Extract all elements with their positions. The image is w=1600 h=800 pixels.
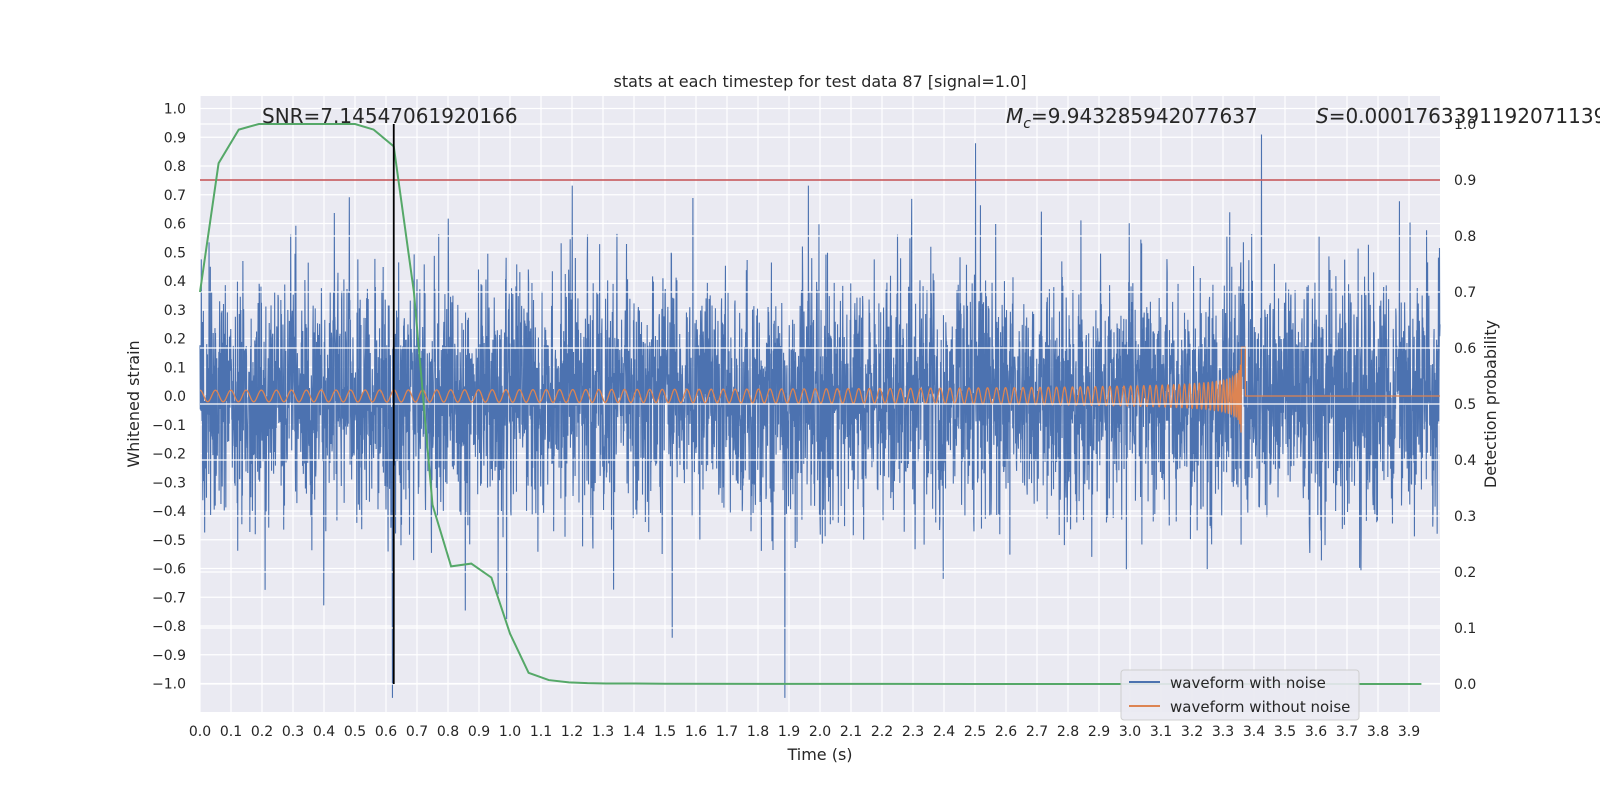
x-tick-label: 1.9 (778, 724, 800, 740)
y-tick-label: 0.3 (164, 303, 186, 319)
tick-labels: 0.0 0.1 0.2 0.3 0.4 0.5 0.6 0.7 0.8 0.9 1.0 1.1 1.2 1… (152, 102, 1476, 741)
x-tick-label: 1.8 (747, 724, 769, 740)
y-tick-label: −0.6 (152, 562, 186, 578)
x-tick-label: 3.5 (1274, 724, 1296, 740)
x-tick-label: 0.4 (313, 724, 335, 740)
y2-tick-label: 0.2 (1454, 565, 1476, 581)
x-tick-label: 1.6 (685, 724, 707, 740)
y-tick-label: −0.4 (152, 504, 186, 520)
y-tick-label: 0.6 (164, 217, 186, 233)
legend-box (1120, 669, 1360, 721)
y-tick-label: −0.3 (152, 475, 186, 491)
x-tick-label: 1.7 (716, 724, 738, 740)
snr-annotation: SNR=7.14547061920166 (262, 104, 518, 128)
y-tick-label: 0.0 (164, 389, 186, 405)
chirp-mass-symbol: M (1006, 104, 1023, 128)
y-tick-label: −1.0 (152, 677, 186, 693)
y2-tick-label: 0.6 (1454, 341, 1476, 357)
x-tick-label: 0.0 (189, 724, 211, 740)
y2-tick-label: 0.5 (1454, 397, 1476, 413)
y-tick-label: 0.4 (164, 274, 186, 290)
x-tick-label: 3.6 (1305, 724, 1327, 740)
chirp-mass-subscript: c (1023, 116, 1031, 132)
y-tick-label: −0.5 (152, 533, 186, 549)
x-tick-label: 3.8 (1367, 724, 1389, 740)
y2-tick-label: 0.3 (1454, 509, 1476, 525)
x-tick-label: 1.5 (654, 724, 676, 740)
x-tick-label: 3.9 (1398, 724, 1420, 740)
y-tick-label: 0.2 (164, 332, 186, 348)
series-waveform-without-noise (199, 346, 1440, 433)
probability-overlay (199, 123, 1440, 685)
y2-axis-label: Detection probability (1481, 320, 1500, 488)
y-tick-label: 0.1 (164, 360, 186, 376)
y-axis-label: Whitened strain (124, 340, 143, 467)
x-tick-label: 3.2 (1181, 724, 1203, 740)
x-tick-label: 0.1 (220, 724, 242, 740)
x-tick-label: 2.9 (1088, 724, 1110, 740)
s-annotation: S=0.00017633911920711398 (1316, 104, 1600, 128)
y-tick-label: 0.7 (164, 188, 186, 204)
x-tick-label: 0.6 (375, 724, 397, 740)
line-waveform-without-noise (199, 346, 1440, 433)
x-tick-label: 1.4 (623, 724, 645, 740)
y-tick-label: 0.9 (164, 130, 186, 146)
y-tick-label: −0.9 (152, 648, 186, 664)
x-tick-label: 3.4 (1243, 724, 1265, 740)
x-tick-label: 1.2 (561, 724, 583, 740)
x-tick-label: 2.3 (902, 724, 924, 740)
legend-label-noise: waveform with noise (1170, 674, 1326, 692)
series-waveform-with-noise (199, 134, 1441, 698)
s-symbol: S (1316, 104, 1329, 128)
y-tick-label: −0.7 (152, 590, 186, 606)
x-tick-label: 0.3 (282, 724, 304, 740)
x-tick-label: 2.8 (1057, 724, 1079, 740)
x-tick-label: 3.0 (1119, 724, 1141, 740)
x-tick-label: 2.5 (964, 724, 986, 740)
y2-tick-label: 0.4 (1454, 453, 1476, 469)
x-tick-label: 2.1 (840, 724, 862, 740)
x-axis-label: Time (s) (786, 745, 852, 764)
chirp-mass-value: =9.943285942077637 (1031, 104, 1258, 128)
legend: waveform with noise waveform without noi… (1120, 669, 1360, 721)
y-tick-label: −0.2 (152, 447, 186, 463)
y-tick-label: 0.5 (164, 245, 186, 261)
legend-label-clean: waveform without noise (1170, 698, 1350, 716)
y-tick-label: −0.8 (152, 619, 186, 635)
y2-tick-label: 0.7 (1454, 285, 1476, 301)
x-tick-label: 0.7 (406, 724, 428, 740)
x-tick-label: 2.6 (995, 724, 1017, 740)
x-tick-label: 2.7 (1026, 724, 1048, 740)
x-tick-label: 1.3 (592, 724, 614, 740)
x-tick-label: 0.9 (468, 724, 490, 740)
y2-tick-label: 0.8 (1454, 229, 1476, 245)
x-tick-label: 1.0 (499, 724, 521, 740)
chirp-mass-annotation: Mc=9.943285942077637 (1006, 104, 1258, 132)
x-tick-label: 0.2 (251, 724, 273, 740)
y-tick-label: 0.8 (164, 159, 186, 175)
chart-title: stats at each timestep for test data 87 … (614, 72, 1027, 91)
y2-tick-label: 1.0 (1454, 117, 1476, 133)
x-tick-label: 1.1 (530, 724, 552, 740)
x-tick-label: 3.7 (1336, 724, 1358, 740)
x-tick-label: 0.8 (437, 724, 459, 740)
x-tick-label: 3.3 (1212, 724, 1234, 740)
x-tick-label: 0.5 (344, 724, 366, 740)
x-tick-label: 2.4 (933, 724, 955, 740)
x-tick-label: 2.2 (871, 724, 893, 740)
x-tick-label: 2.0 (809, 724, 831, 740)
y2-tick-label: 0.1 (1454, 621, 1476, 637)
y-tick-label: −0.1 (152, 418, 186, 434)
y2-tick-label: 0.9 (1454, 173, 1476, 189)
s-value: =0.00017633911920711398 (1329, 104, 1600, 128)
line-waveform-with-noise (199, 134, 1441, 698)
y-tick-label: 1.0 (164, 102, 186, 118)
x-tick-label: 3.1 (1150, 724, 1172, 740)
y2-tick-label: 0.0 (1454, 677, 1476, 693)
line-detection-probability (199, 123, 1422, 685)
